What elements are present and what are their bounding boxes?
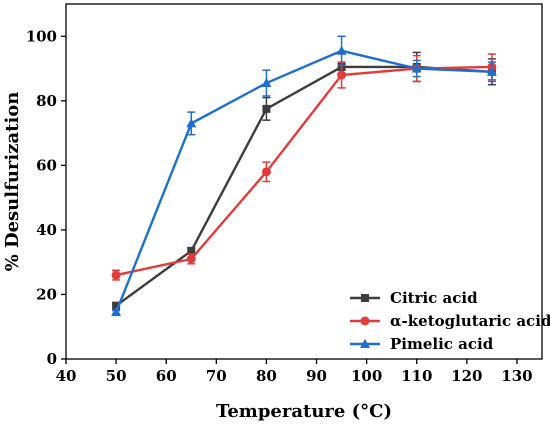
data-point — [186, 118, 197, 128]
plot-marks — [111, 35, 497, 317]
x-tick-label: 120 — [451, 367, 482, 385]
y-tick-label: 60 — [36, 156, 57, 174]
legend: Citric acid α-ketoglutaric acid Pimelic ac… — [350, 289, 550, 353]
x-tick-label: 80 — [256, 367, 277, 385]
series-line — [115, 65, 492, 307]
data-point — [111, 270, 121, 280]
axis-ticks: 40 50 60 70 80 90 100 110 120 130 0 20 40 60 80 100 — [26, 27, 533, 385]
x-axis-title: Temperature (°C) — [216, 401, 392, 422]
x-tick-label: 70 — [206, 367, 227, 385]
data-point — [111, 306, 122, 317]
x-tick-label: 50 — [106, 367, 127, 385]
data-point — [411, 63, 422, 73]
legend-marker — [360, 338, 370, 348]
data-point — [261, 77, 272, 88]
data-point — [337, 70, 347, 80]
y-tick-label: 80 — [36, 92, 57, 110]
data-point — [261, 167, 271, 177]
x-tick-label: 40 — [56, 367, 77, 385]
data-point — [186, 254, 196, 264]
y-axis-title: % Desulfurization — [2, 92, 23, 272]
x-tick-label: 90 — [306, 367, 327, 385]
x-tick-label: 100 — [351, 367, 382, 385]
y-tick-label: 40 — [36, 221, 57, 239]
data-point — [112, 301, 121, 310]
legend-label: Citric acid — [390, 289, 478, 307]
y-tick-label: 100 — [26, 27, 57, 45]
series-pimelic-acid — [111, 35, 497, 317]
legend-marker — [361, 294, 369, 302]
x-tick-label: 60 — [156, 367, 177, 385]
plot-frame — [65, 3, 543, 360]
data-point — [262, 104, 271, 113]
legend-item-citric-acid: Citric acid — [350, 289, 478, 307]
data-point — [486, 66, 497, 76]
y-tick-label: 0 — [47, 350, 57, 368]
x-tick-label: 110 — [401, 367, 432, 385]
legend-item-pimelic-acid: Pimelic acid — [350, 335, 494, 353]
legend-item-ketoglutaric-acid: α-ketoglutaric acid — [350, 312, 550, 330]
data-point — [336, 45, 347, 55]
series-line — [114, 49, 492, 313]
legend-label: Pimelic acid — [390, 335, 494, 353]
x-tick-label: 130 — [501, 367, 532, 385]
data-point — [187, 246, 196, 255]
legend-label: α-ketoglutaric acid — [390, 312, 550, 330]
legend-marker — [360, 316, 370, 326]
series-citric-acid — [112, 51, 496, 310]
y-tick-label: 20 — [36, 285, 57, 303]
